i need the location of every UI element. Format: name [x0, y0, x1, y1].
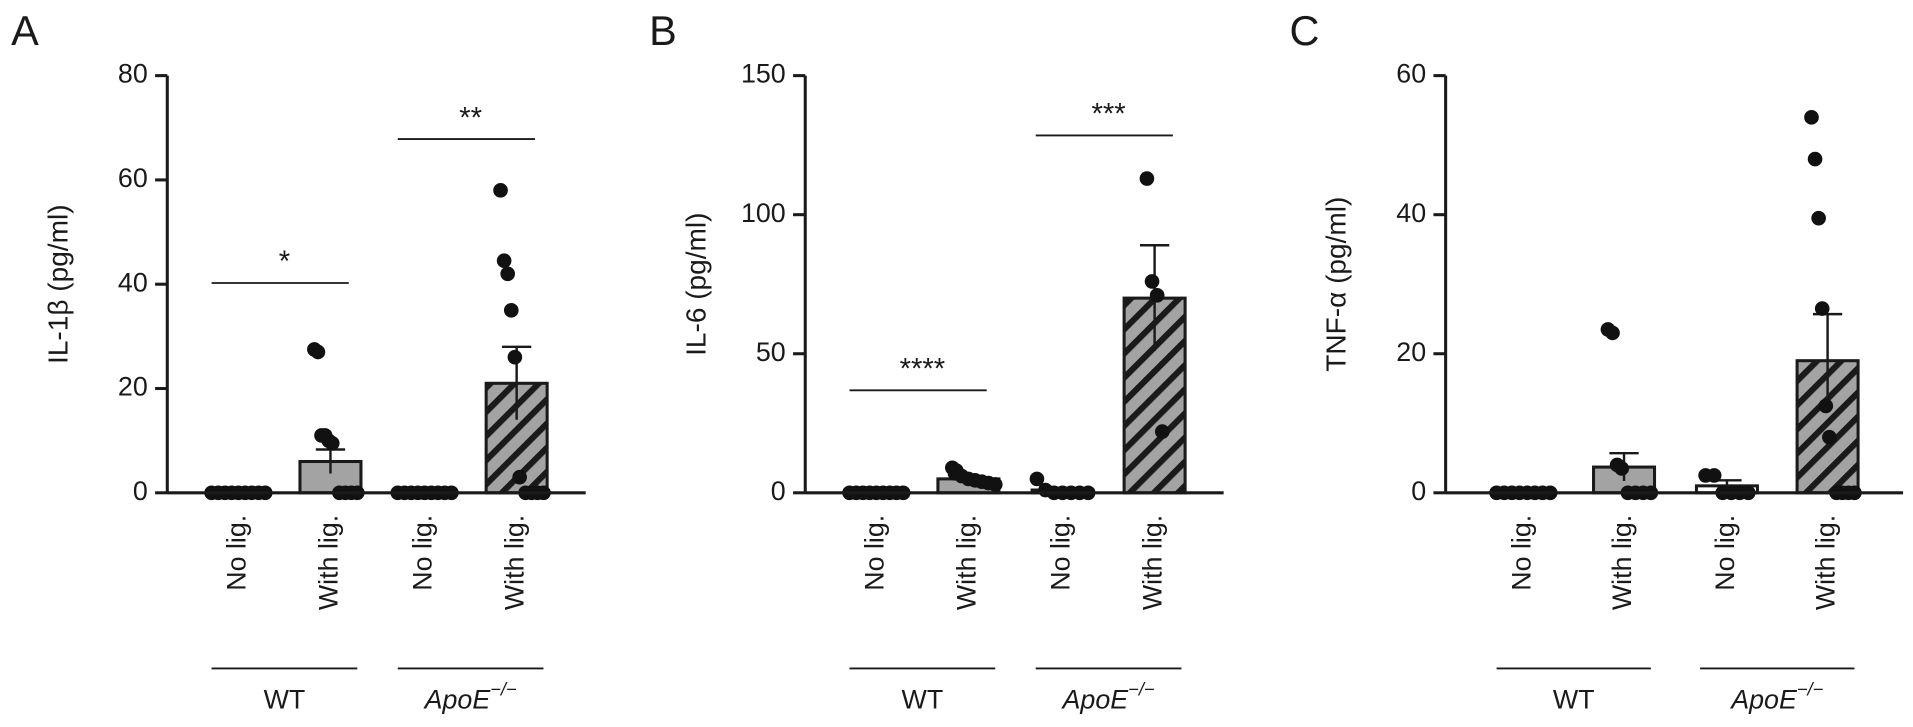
x-tick-label: No lig.: [1506, 515, 1536, 591]
y-tick-label: 60: [118, 163, 148, 193]
data-point: [1706, 468, 1722, 483]
y-tick-label: 20: [1396, 337, 1426, 367]
y-tick-label: 20: [118, 372, 148, 402]
group-label: WT: [1553, 684, 1595, 714]
y-axis-label: IL-6 (pg/ml): [680, 213, 711, 356]
data-point: [987, 477, 1003, 492]
group-label-text: WT: [264, 684, 306, 714]
y-tick-label: 0: [1411, 476, 1426, 506]
y-tick-label: 100: [741, 198, 786, 228]
group-label-superscript: −/−: [1128, 678, 1155, 699]
significance-label: *: [279, 246, 290, 278]
y-tick-label: 0: [771, 476, 786, 506]
data-point: [1804, 110, 1819, 125]
group-label: ApoE−/−: [1061, 678, 1155, 714]
y-tick-label: 60: [1396, 59, 1426, 89]
data-point: [310, 344, 326, 360]
data-point: [1818, 398, 1834, 414]
data-point: [503, 302, 519, 318]
data-point: [1807, 151, 1823, 167]
data-point: [324, 435, 340, 451]
data-point: [512, 469, 527, 485]
y-axis-label: IL-1β (pg/ml): [42, 204, 73, 364]
data-point: [1811, 210, 1826, 226]
data-point: [1029, 471, 1045, 487]
data-point: [496, 253, 512, 269]
y-tick-label: 80: [118, 59, 148, 89]
x-tick-label: With lig.: [314, 515, 344, 610]
group-label-text: ApoE: [423, 684, 492, 714]
x-tick-label: No lig.: [222, 515, 252, 591]
group-label-text: ApoE: [1729, 684, 1798, 714]
data-point: [1605, 325, 1620, 341]
group-label-text: WT: [1553, 684, 1595, 714]
x-tick-label: With lig.: [1607, 515, 1637, 610]
x-tick-label: With lig.: [1138, 515, 1168, 610]
panel-label: C: [1290, 7, 1320, 54]
group-label-text: WT: [902, 684, 944, 714]
data-point: [507, 349, 523, 365]
y-tick-label: 0: [133, 476, 148, 506]
data-point: [1149, 288, 1165, 303]
group-label-text: ApoE: [1061, 684, 1130, 714]
significance-label: **: [459, 102, 482, 134]
data-point: [1139, 171, 1155, 186]
x-tick-label: No lig.: [1046, 515, 1076, 591]
group-label: ApoE−/−: [1729, 678, 1823, 714]
y-tick-label: 50: [756, 337, 786, 367]
data-point: [1814, 301, 1830, 316]
data-point: [500, 266, 516, 282]
significance-label: ****: [900, 354, 946, 386]
group-label: WT: [902, 684, 944, 714]
x-tick-label: No lig.: [859, 515, 889, 591]
x-tick-label: No lig.: [408, 515, 438, 591]
data-point: [493, 183, 508, 198]
data-point: [1614, 461, 1630, 476]
data-point: [1822, 429, 1837, 445]
x-tick-label: No lig.: [1710, 515, 1740, 591]
x-tick-label: With lig.: [952, 515, 982, 610]
x-tick-label: With lig.: [500, 515, 530, 610]
group-label: ApoE−/−: [423, 678, 517, 714]
y-axis-label: TNF-α (pg/ml): [1321, 197, 1352, 372]
group-label: WT: [264, 684, 306, 714]
data-point: [1154, 424, 1170, 439]
x-tick-label: With lig.: [1811, 515, 1841, 610]
panel-label: A: [11, 7, 39, 54]
data-point: [1144, 274, 1160, 289]
significance-label: ***: [1091, 99, 1125, 131]
y-tick-label: 40: [1396, 198, 1426, 228]
y-tick-label: 40: [118, 267, 148, 297]
y-tick-label: 150: [741, 59, 786, 89]
group-label-superscript: −/−: [1797, 678, 1824, 699]
group-label-superscript: −/−: [490, 678, 517, 699]
panel-label: B: [649, 7, 677, 54]
